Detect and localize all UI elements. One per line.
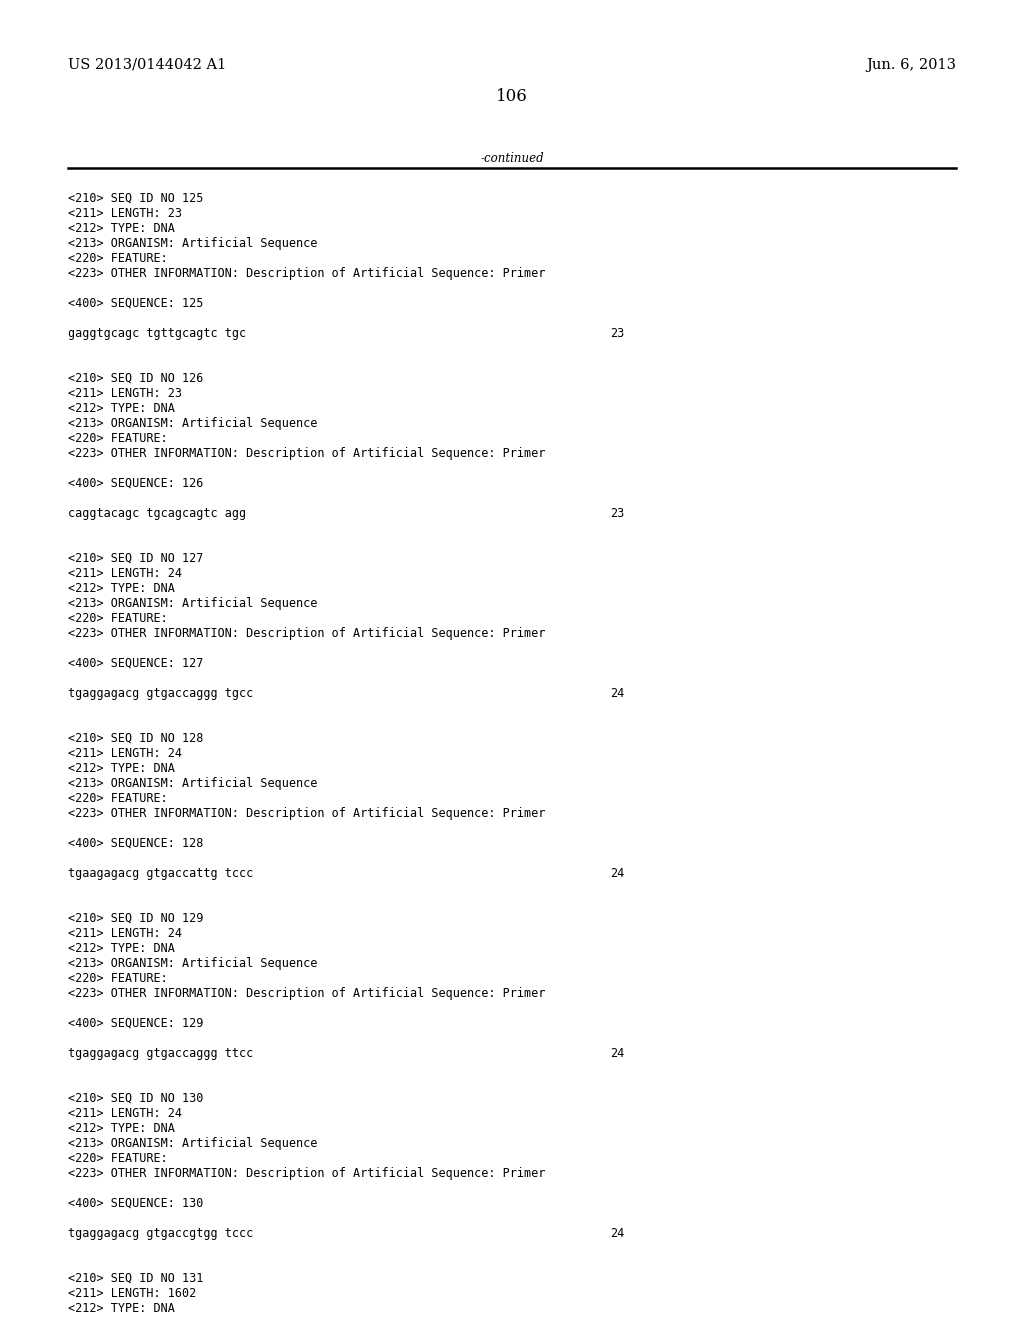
Text: <212> TYPE: DNA: <212> TYPE: DNA — [68, 403, 175, 414]
Text: <211> LENGTH: 24: <211> LENGTH: 24 — [68, 568, 182, 579]
Text: <223> OTHER INFORMATION: Description of Artificial Sequence: Primer: <223> OTHER INFORMATION: Description of … — [68, 987, 546, 1001]
Text: <223> OTHER INFORMATION: Description of Artificial Sequence: Primer: <223> OTHER INFORMATION: Description of … — [68, 807, 546, 820]
Text: <212> TYPE: DNA: <212> TYPE: DNA — [68, 1122, 175, 1135]
Text: <212> TYPE: DNA: <212> TYPE: DNA — [68, 942, 175, 954]
Text: <213> ORGANISM: Artificial Sequence: <213> ORGANISM: Artificial Sequence — [68, 597, 317, 610]
Text: <400> SEQUENCE: 126: <400> SEQUENCE: 126 — [68, 477, 204, 490]
Text: <210> SEQ ID NO 125: <210> SEQ ID NO 125 — [68, 191, 204, 205]
Text: <212> TYPE: DNA: <212> TYPE: DNA — [68, 222, 175, 235]
Text: US 2013/0144042 A1: US 2013/0144042 A1 — [68, 58, 226, 73]
Text: caggtacagc tgcagcagtc agg: caggtacagc tgcagcagtc agg — [68, 507, 246, 520]
Text: gaggtgcagc tgttgcagtc tgc: gaggtgcagc tgttgcagtc tgc — [68, 327, 246, 341]
Text: tgaggagacg gtgaccaggg tgcc: tgaggagacg gtgaccaggg tgcc — [68, 686, 253, 700]
Text: tgaggagacg gtgaccgtgg tccc: tgaggagacg gtgaccgtgg tccc — [68, 1228, 253, 1239]
Text: 24: 24 — [610, 1047, 625, 1060]
Text: <211> LENGTH: 24: <211> LENGTH: 24 — [68, 747, 182, 760]
Text: <210> SEQ ID NO 127: <210> SEQ ID NO 127 — [68, 552, 204, 565]
Text: 106: 106 — [496, 88, 528, 106]
Text: <210> SEQ ID NO 131: <210> SEQ ID NO 131 — [68, 1272, 204, 1284]
Text: <223> OTHER INFORMATION: Description of Artificial Sequence: Primer: <223> OTHER INFORMATION: Description of … — [68, 627, 546, 640]
Text: <220> FEATURE:: <220> FEATURE: — [68, 972, 168, 985]
Text: <213> ORGANISM: Artificial Sequence: <213> ORGANISM: Artificial Sequence — [68, 238, 317, 249]
Text: <210> SEQ ID NO 128: <210> SEQ ID NO 128 — [68, 733, 204, 744]
Text: <223> OTHER INFORMATION: Description of Artificial Sequence: Primer: <223> OTHER INFORMATION: Description of … — [68, 447, 546, 459]
Text: <211> LENGTH: 24: <211> LENGTH: 24 — [68, 1107, 182, 1119]
Text: <220> FEATURE:: <220> FEATURE: — [68, 432, 168, 445]
Text: <400> SEQUENCE: 129: <400> SEQUENCE: 129 — [68, 1016, 204, 1030]
Text: <223> OTHER INFORMATION: Description of Artificial Sequence: Primer: <223> OTHER INFORMATION: Description of … — [68, 1167, 546, 1180]
Text: <220> FEATURE:: <220> FEATURE: — [68, 1152, 168, 1166]
Text: tgaggagacg gtgaccaggg ttcc: tgaggagacg gtgaccaggg ttcc — [68, 1047, 253, 1060]
Text: <220> FEATURE:: <220> FEATURE: — [68, 252, 168, 265]
Text: tgaagagacg gtgaccattg tccc: tgaagagacg gtgaccattg tccc — [68, 867, 253, 880]
Text: 23: 23 — [610, 327, 625, 341]
Text: Jun. 6, 2013: Jun. 6, 2013 — [866, 58, 956, 73]
Text: 23: 23 — [610, 507, 625, 520]
Text: <213> ORGANISM: Artificial Sequence: <213> ORGANISM: Artificial Sequence — [68, 1137, 317, 1150]
Text: <400> SEQUENCE: 127: <400> SEQUENCE: 127 — [68, 657, 204, 671]
Text: <223> OTHER INFORMATION: Description of Artificial Sequence: Primer: <223> OTHER INFORMATION: Description of … — [68, 267, 546, 280]
Text: <210> SEQ ID NO 130: <210> SEQ ID NO 130 — [68, 1092, 204, 1105]
Text: <210> SEQ ID NO 126: <210> SEQ ID NO 126 — [68, 372, 204, 385]
Text: <211> LENGTH: 24: <211> LENGTH: 24 — [68, 927, 182, 940]
Text: <212> TYPE: DNA: <212> TYPE: DNA — [68, 1302, 175, 1315]
Text: 24: 24 — [610, 686, 625, 700]
Text: <400> SEQUENCE: 128: <400> SEQUENCE: 128 — [68, 837, 204, 850]
Text: <400> SEQUENCE: 125: <400> SEQUENCE: 125 — [68, 297, 204, 310]
Text: <220> FEATURE:: <220> FEATURE: — [68, 612, 168, 624]
Text: <211> LENGTH: 1602: <211> LENGTH: 1602 — [68, 1287, 197, 1300]
Text: -continued: -continued — [480, 152, 544, 165]
Text: <213> ORGANISM: Artificial Sequence: <213> ORGANISM: Artificial Sequence — [68, 957, 317, 970]
Text: 24: 24 — [610, 867, 625, 880]
Text: <213> ORGANISM: Artificial Sequence: <213> ORGANISM: Artificial Sequence — [68, 417, 317, 430]
Text: <400> SEQUENCE: 130: <400> SEQUENCE: 130 — [68, 1197, 204, 1210]
Text: <220> FEATURE:: <220> FEATURE: — [68, 792, 168, 805]
Text: <212> TYPE: DNA: <212> TYPE: DNA — [68, 762, 175, 775]
Text: <212> TYPE: DNA: <212> TYPE: DNA — [68, 582, 175, 595]
Text: <211> LENGTH: 23: <211> LENGTH: 23 — [68, 387, 182, 400]
Text: <213> ORGANISM: Artificial Sequence: <213> ORGANISM: Artificial Sequence — [68, 777, 317, 789]
Text: <210> SEQ ID NO 129: <210> SEQ ID NO 129 — [68, 912, 204, 925]
Text: <211> LENGTH: 23: <211> LENGTH: 23 — [68, 207, 182, 220]
Text: 24: 24 — [610, 1228, 625, 1239]
